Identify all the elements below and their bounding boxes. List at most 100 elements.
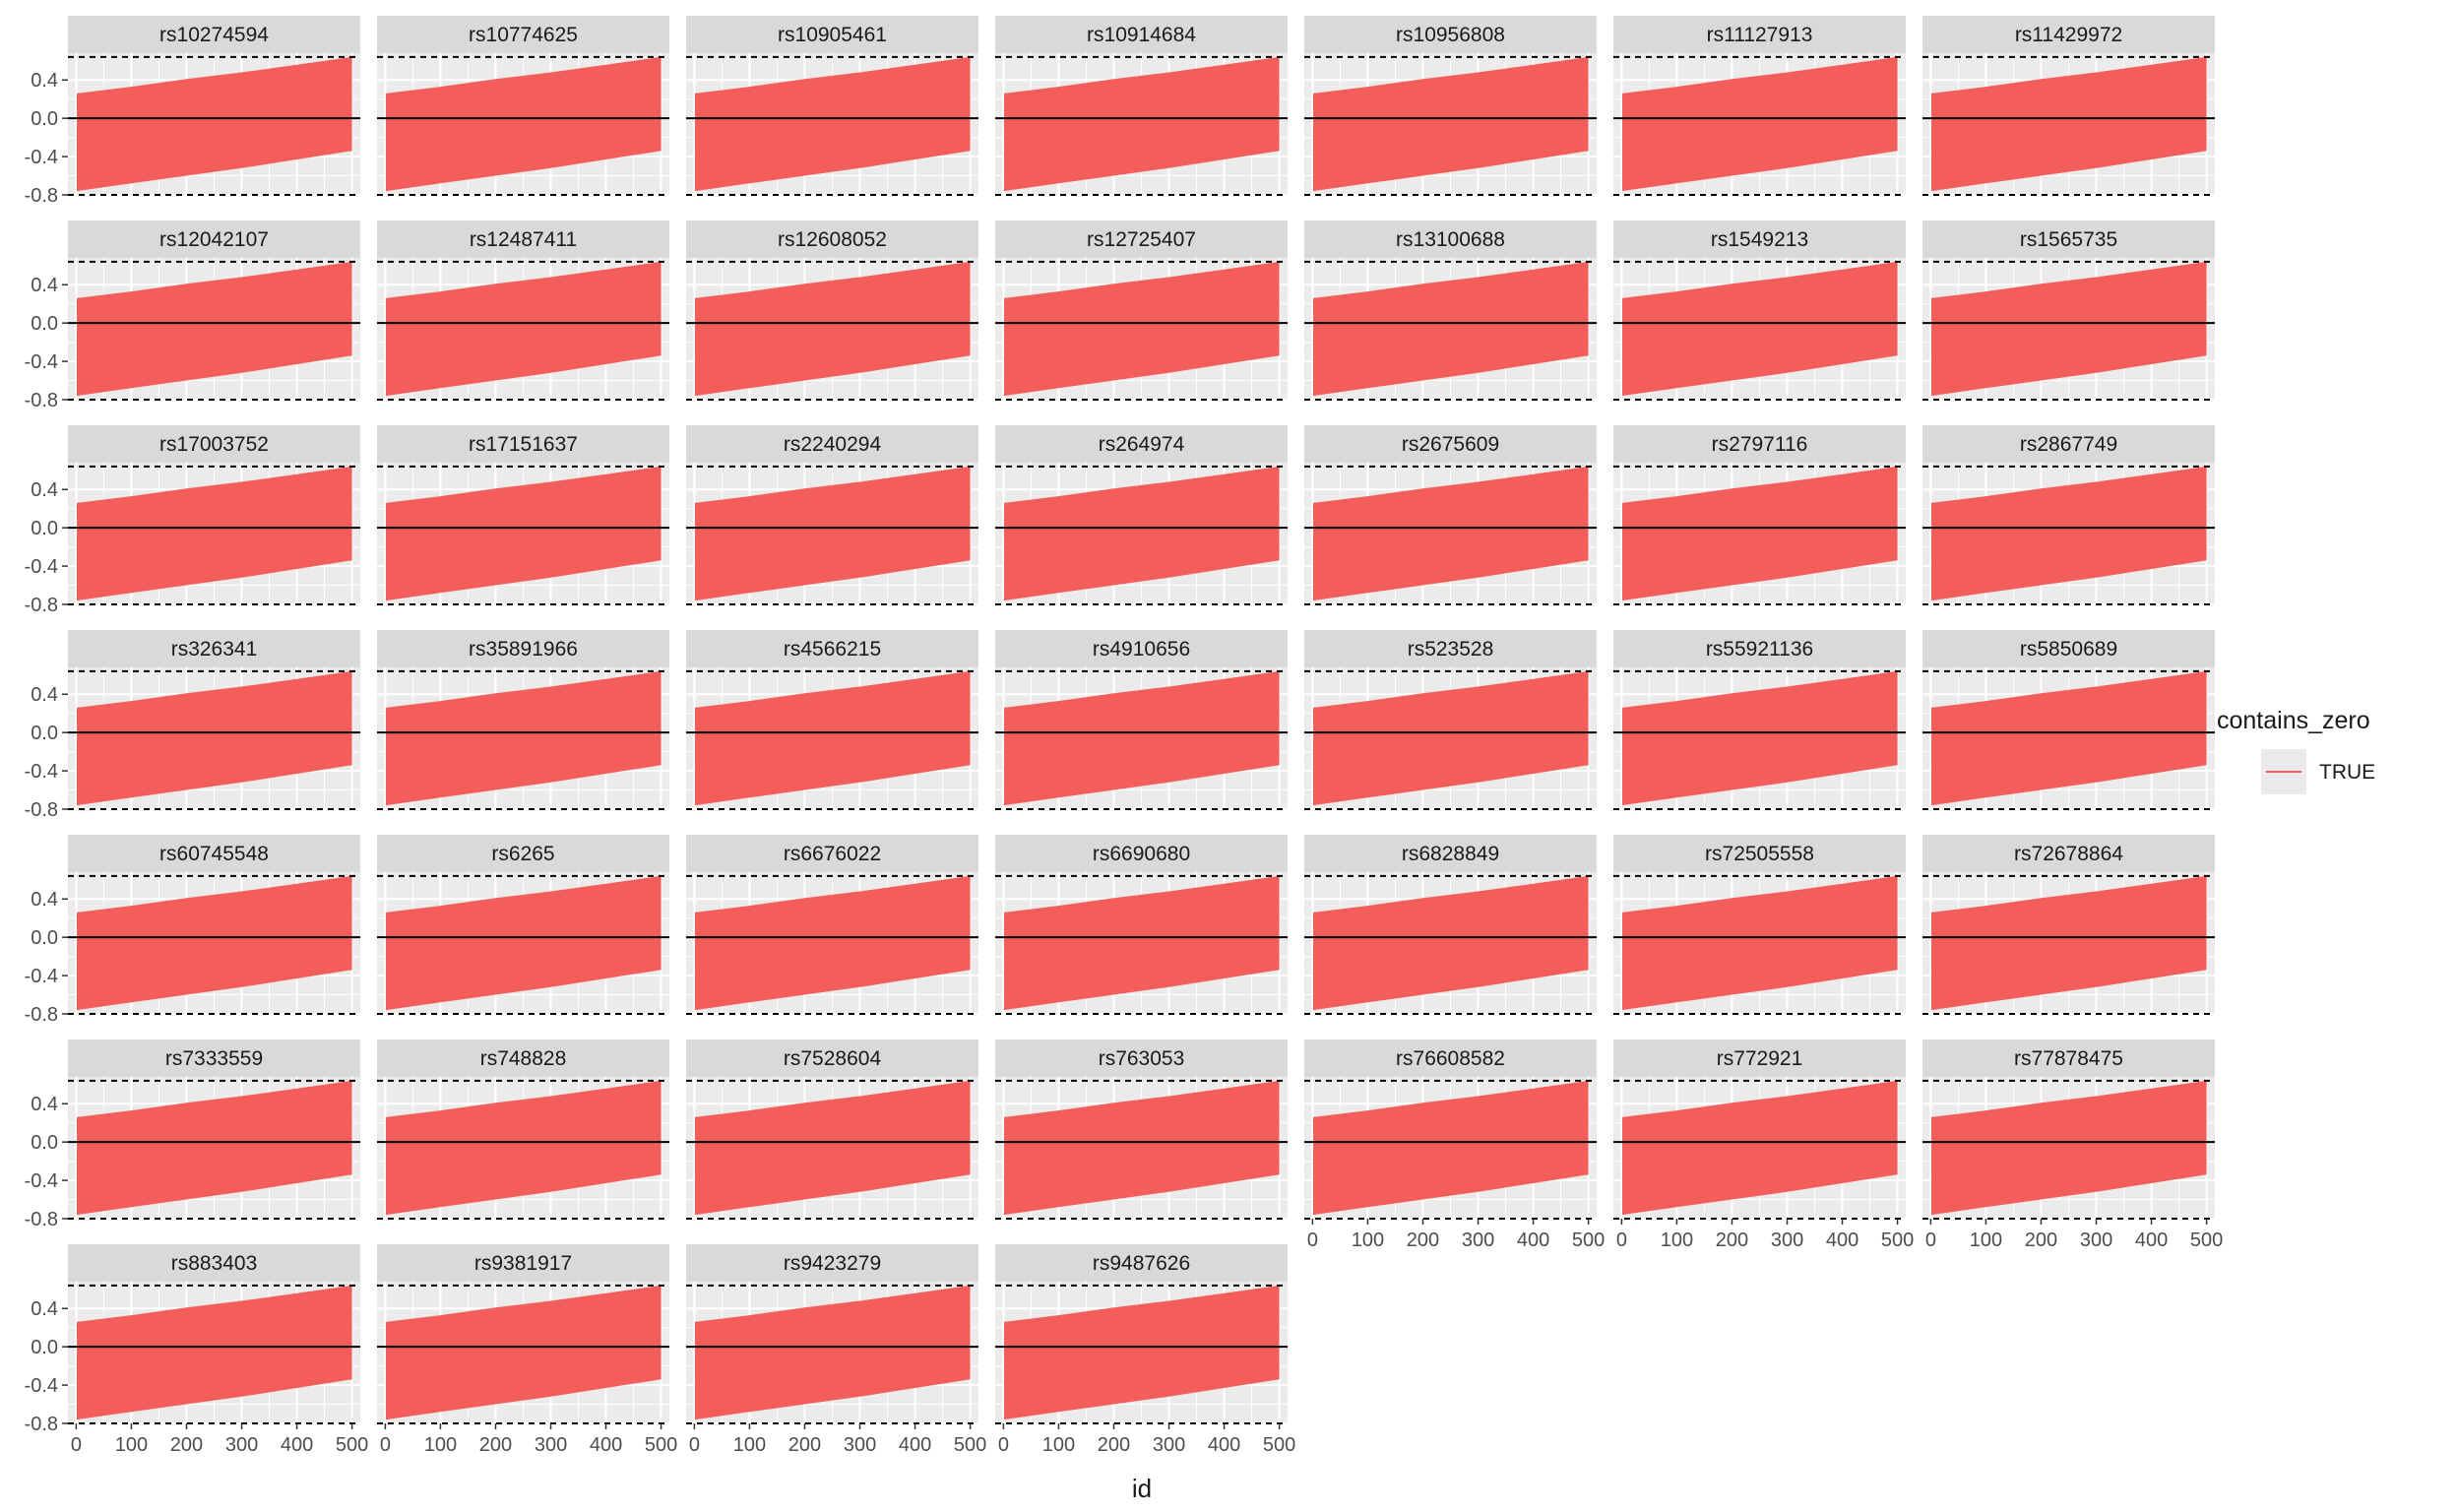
strip-background	[995, 1244, 1288, 1282]
ribbon-area	[695, 261, 971, 397]
x-tick-label: 500	[1572, 1229, 1605, 1251]
strip-label: rs72678864	[2014, 843, 2123, 865]
x-tick-label: 0	[998, 1434, 1009, 1456]
strip-label: rs11429972	[2015, 24, 2122, 46]
strip-background	[377, 16, 669, 53]
legend-title: contains_zero	[2217, 707, 2370, 734]
strip-label: rs13100688	[1396, 228, 1505, 251]
x-tick-label: 500	[336, 1434, 368, 1456]
facet-panel-rs72678864: rs72678864	[1922, 835, 2215, 1015]
strip-label: rs10274594	[159, 24, 269, 46]
facet-panel-rs2675609: rs2675609	[1304, 425, 1597, 605]
strip-label: rs1549213	[1711, 228, 1808, 251]
x-axis-title: id	[1132, 1474, 1152, 1503]
facet-panel-rs6690680: rs6690680	[995, 835, 1288, 1015]
x-tick-label: 100	[1352, 1229, 1384, 1251]
facet-panel-rs9487626: rs9487626	[995, 1244, 1288, 1424]
ribbon-area	[1313, 670, 1589, 806]
ribbon-area	[386, 56, 662, 192]
ribbon-area	[77, 466, 352, 601]
x-tick-label: 200	[1407, 1229, 1439, 1251]
strip-background	[686, 630, 978, 667]
x-tick-label: 200	[1716, 1229, 1748, 1251]
facet-panel-rs10774625: rs10774625	[377, 16, 669, 196]
strip-background	[1304, 835, 1597, 872]
x-tick-label: 100	[1042, 1434, 1075, 1456]
strip-background	[1922, 835, 2215, 872]
y-tick-label: 0.0	[31, 518, 58, 539]
strip-label: rs6690680	[1093, 843, 1190, 865]
facet-panel-rs523528: rs523528	[1304, 630, 1597, 810]
strip-label: rs7528604	[784, 1047, 882, 1070]
ribbon-area	[77, 1080, 352, 1216]
ribbon-area	[1313, 261, 1589, 397]
facet-panel-rs772921: rs772921	[1613, 1040, 1906, 1220]
y-tick-label: -0.8	[25, 1209, 58, 1230]
x-tick-label: 200	[479, 1434, 512, 1456]
strip-background	[377, 630, 669, 667]
strip-label: rs9423279	[784, 1252, 881, 1275]
ribbon-area	[1931, 466, 2207, 601]
strip-label: rs9487626	[1093, 1252, 1190, 1275]
strip-label: rs55921136	[1706, 638, 1813, 661]
ribbon-area	[695, 875, 971, 1011]
y-tick-label: 0.0	[31, 313, 58, 335]
y-tick-label: 0.4	[31, 479, 58, 501]
y-tick-label: -0.8	[25, 595, 58, 616]
strip-background	[1304, 1040, 1597, 1077]
x-tick-label: 300	[1771, 1229, 1803, 1251]
strip-background	[995, 425, 1288, 463]
facet-panel-rs17003752: rs17003752 0.4 0.0 -0.4 -0.8	[25, 425, 360, 616]
strip-background	[1613, 630, 1906, 667]
facet-panel-rs4910656: rs4910656	[995, 630, 1288, 810]
x-tick-label: 100	[424, 1434, 457, 1456]
ribbon-area	[77, 56, 352, 192]
ribbon-area	[695, 1080, 971, 1216]
strip-background	[68, 220, 360, 258]
ribbon-area	[386, 1080, 662, 1216]
strip-background	[1613, 16, 1906, 53]
strip-background	[377, 220, 669, 258]
facet-panel-rs11127913: rs11127913	[1613, 16, 1906, 196]
strip-label: rs326341	[171, 638, 258, 661]
strip-label: rs4910656	[1093, 638, 1190, 661]
facet-panel-rs12042107: rs12042107 0.4 0.0 -0.4 -0.8	[25, 220, 360, 411]
strip-background	[68, 425, 360, 463]
x-tick-label: 400	[899, 1434, 931, 1456]
x-tick-label: 200	[2025, 1229, 2057, 1251]
x-tick-label: 0	[689, 1434, 700, 1456]
ribbon-area	[1622, 466, 1898, 601]
ribbon-area	[1004, 670, 1280, 806]
strip-label: rs2867749	[2020, 433, 2117, 456]
facet-panel-rs5850689: rs5850689	[1922, 630, 2215, 810]
strip-background	[1922, 630, 2215, 667]
strip-label: rs77878475	[2014, 1047, 2123, 1070]
y-tick-label: 0.0	[31, 108, 58, 130]
strip-label: rs883403	[171, 1252, 258, 1275]
strip-label: rs2675609	[1402, 433, 1499, 456]
x-tick-label: 400	[2135, 1229, 2168, 1251]
ribbon-area	[695, 466, 971, 601]
facet-panel-rs12608052: rs12608052	[686, 220, 978, 401]
ribbon-area	[1622, 670, 1898, 806]
y-tick-label: 0.4	[31, 1298, 58, 1320]
ribbon-area	[1931, 261, 2207, 397]
y-tick-label: -0.4	[25, 1170, 58, 1192]
ribbon-area	[1931, 670, 2207, 806]
facet-panel-rs76608582: rs76608582	[1304, 1040, 1597, 1220]
strip-label: rs2240294	[784, 433, 882, 456]
y-tick-label: 0.0	[31, 1337, 58, 1358]
strip-background	[1304, 220, 1597, 258]
x-tick-label: 0	[1925, 1229, 1936, 1251]
strip-label: rs264974	[1099, 433, 1185, 456]
facet-panel-rs60745548: rs60745548 0.4 0.0 -0.4 -0.8	[25, 835, 360, 1026]
strip-background	[68, 835, 360, 872]
ribbon-area	[1622, 56, 1898, 192]
ribbon-area	[1313, 875, 1589, 1011]
strip-label: rs6676022	[784, 843, 881, 865]
strip-background	[1613, 425, 1906, 463]
strip-label: rs12487411	[470, 228, 577, 251]
x-tick-label: 500	[645, 1434, 677, 1456]
strip-background	[686, 16, 978, 53]
y-tick-label: -0.8	[25, 1414, 58, 1435]
